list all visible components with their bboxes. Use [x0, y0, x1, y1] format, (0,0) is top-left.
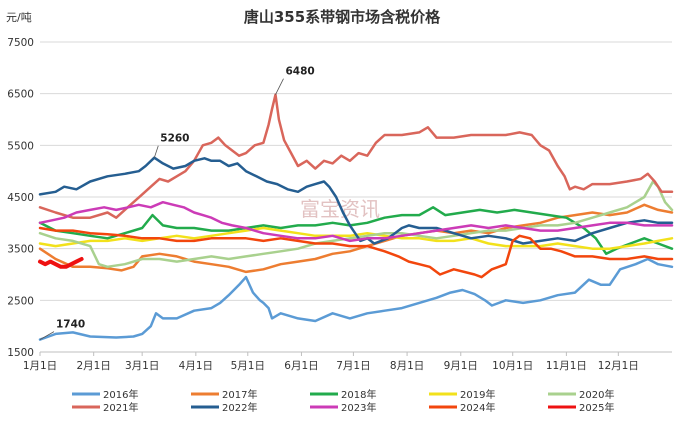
x-tick-label: 4月1日	[179, 360, 213, 372]
legend: 2016年 2017年 2018年 2019年 2020年 2021年 2022年 2023年…	[72, 388, 614, 414]
annotation-label: 1740	[56, 319, 85, 331]
x-tick-label: 6月1日	[284, 360, 318, 372]
y-tick-label: 5500	[7, 140, 34, 152]
annotation-leader	[275, 78, 284, 95]
watermark: 富宝资讯	[300, 197, 380, 221]
series-line	[38, 257, 84, 269]
x-tick-label: 5月1日	[231, 360, 265, 372]
legend-label: 2019年	[460, 388, 495, 401]
series-line	[38, 156, 674, 245]
series-lines	[38, 93, 674, 341]
y-axis-unit: 元/吨	[6, 11, 32, 24]
x-tick-label: 9月1日	[444, 360, 478, 372]
series-line	[38, 257, 674, 341]
annotation-leader	[39, 331, 55, 340]
series-line	[38, 180, 674, 269]
series-line	[38, 206, 674, 256]
annotation-label: 6480	[285, 66, 314, 78]
series-line	[38, 200, 674, 243]
legend-label: 2025年	[579, 401, 614, 414]
x-tick-label: 11月1日	[546, 360, 587, 372]
x-tick-label: 2月1日	[76, 360, 110, 372]
series-line	[38, 93, 674, 219]
legend-label: 2016年	[103, 388, 138, 401]
x-tick-label: 1月1日	[23, 360, 57, 372]
x-tick-label: 10月1日	[492, 360, 533, 372]
chart-title: 唐山355系带钢市场含税价格	[244, 8, 441, 26]
y-axis: 7500 6500 5500 4500 3500 2500 1500	[7, 37, 34, 359]
legend-label: 2018年	[341, 388, 376, 401]
x-axis: 1月1日 2月1日 3月1日 4月1日 5月1日 6月1日 7月1日 8月1日 9月1日 10月1…	[23, 352, 639, 372]
legend-label: 2020年	[579, 388, 614, 401]
grid-lines	[40, 41, 672, 353]
annotations: 1740 5260 6480	[39, 66, 315, 340]
x-tick-label: 8月1日	[390, 360, 424, 372]
x-tick-label: 7月1日	[336, 360, 370, 372]
legend-label: 2017年	[222, 388, 257, 401]
x-tick-label: 3月1日	[125, 360, 159, 372]
y-tick-label: 2500	[7, 295, 34, 307]
y-tick-label: 7500	[7, 37, 34, 49]
series-line	[38, 203, 674, 274]
x-tick-label: 12月1日	[598, 360, 639, 372]
legend-label: 2021年	[103, 401, 138, 414]
legend-label: 2024年	[460, 401, 495, 414]
y-tick-label: 4500	[7, 192, 34, 204]
y-tick-label: 3500	[7, 244, 34, 256]
annotation-label: 5260	[160, 133, 189, 145]
y-tick-label: 6500	[7, 89, 34, 101]
legend-label: 2023年	[341, 401, 376, 414]
series-line	[38, 226, 674, 279]
y-tick-label: 1500	[7, 347, 34, 359]
legend-label: 2022年	[222, 401, 257, 414]
series-line	[38, 226, 674, 250]
annotation-leader	[153, 145, 159, 158]
